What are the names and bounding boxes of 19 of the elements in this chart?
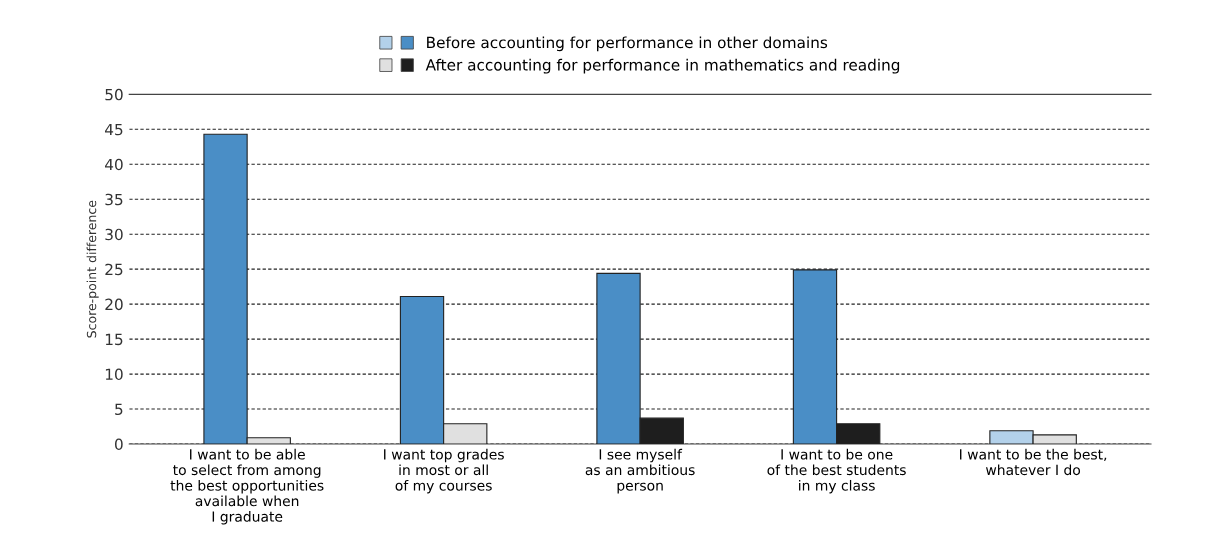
y-tick-label: 35 [105, 193, 123, 206]
legend-label: After accounting for performance in mathematics and reading [425, 58, 900, 74]
y-tick-label: 20 [105, 298, 123, 311]
y-tick-label: 10 [105, 368, 123, 381]
y-tick-label: 0 [114, 438, 123, 451]
y-tick-label: 30 [105, 228, 123, 241]
y-tick-label: 15 [105, 333, 123, 346]
y-tick-label: 50 [105, 88, 123, 101]
legend-label: Before accounting for performance in other domains [427, 36, 828, 52]
y-axis-title: Score-point difference [86, 200, 99, 338]
y-tick-label: 40 [105, 158, 123, 171]
y-tick-label: 45 [105, 123, 123, 136]
x-tick-label: I want to be one of the best students in my class [767, 448, 906, 494]
x-tick-label: I want top grades in most or all of my courses [384, 448, 504, 494]
y-tick-label: 5 [115, 403, 123, 416]
x-tick-label: I see myself as an ambitious person [585, 448, 695, 494]
x-tick-label: I want to be able to select from among the best opportunities available when I graduate [170, 448, 324, 525]
x-tick-label: I want to be the best, whatever I do [960, 448, 1107, 476]
y-tick-label: 25 [105, 263, 123, 276]
